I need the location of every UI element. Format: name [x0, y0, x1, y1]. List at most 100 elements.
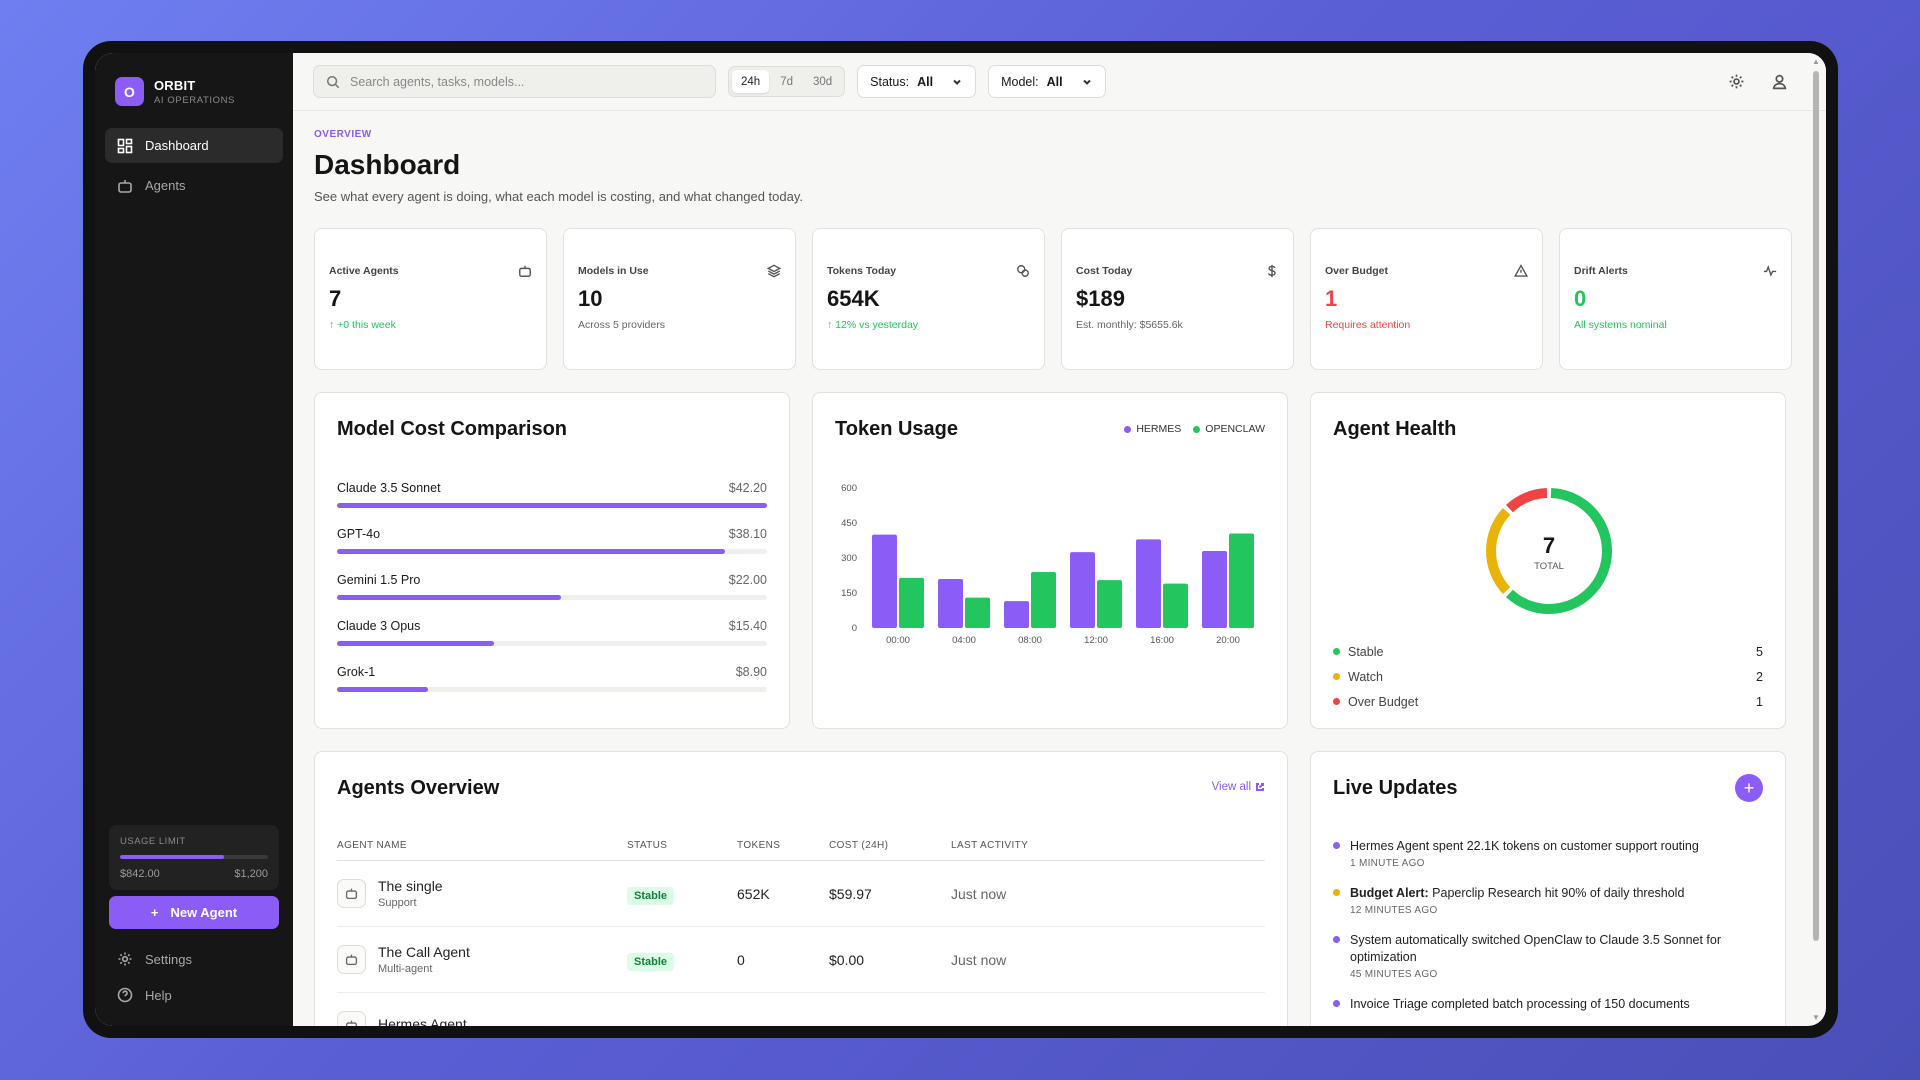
model-cost-card: Model Cost Comparison Claude 3.5 Sonnet $… — [314, 392, 790, 729]
range-7d[interactable]: 7d — [780, 75, 793, 88]
table-row[interactable]: The Call Agent Multi-agent Stable 0 $0.00 Jus… — [337, 926, 1265, 993]
bar-hermes-00:00 — [872, 534, 897, 628]
health-label: Over Budget — [1348, 694, 1419, 709]
model-filter[interactable]: Model: All — [988, 65, 1106, 98]
search-icon — [326, 75, 340, 88]
search-input[interactable]: Search agents, tasks, models... — [313, 65, 716, 98]
model-cost-list: Claude 3.5 Sonnet $42.20 GPT-4o $38.10 Gemin… — [337, 481, 767, 692]
usage-limit: USAGE LIMIT $842.00 $1,200 — [109, 825, 279, 890]
brand-name: ORBIT — [154, 77, 196, 93]
y-tick-label: 600 — [841, 483, 857, 494]
tokens-cell: 0 — [737, 926, 829, 993]
new-agent-button[interactable]: + New Agent — [109, 896, 279, 929]
model-amount: $42.20 — [728, 481, 767, 495]
legend-openclaw: OPENCLAW — [1193, 423, 1265, 435]
agent-type: Multi-agent — [378, 963, 433, 975]
cost-bar-track — [337, 687, 767, 692]
view-all-link[interactable]: View all — [1212, 781, 1265, 793]
health-legend-row: Over Budget 1 — [1333, 689, 1763, 714]
bar-hermes-20:00 — [1202, 551, 1227, 628]
robot-icon — [518, 264, 532, 283]
last-activity-cell: Just now — [951, 926, 1265, 993]
stat-note: Requires attention — [1325, 319, 1411, 331]
cost-bar-track — [337, 549, 767, 554]
scroll-down-arrow[interactable]: ▼ — [1812, 1013, 1820, 1022]
scrollbar[interactable]: ▲ ▼ — [1810, 57, 1822, 1022]
help-icon — [117, 987, 133, 1003]
gear-icon[interactable] — [1728, 73, 1745, 90]
status-filter[interactable]: Status: All — [857, 65, 977, 98]
sidebar-item-label: Dashboard — [145, 138, 209, 153]
sidebar-item-agents[interactable]: Agents — [105, 168, 283, 203]
sidebar-item-dashboard[interactable]: Dashboard — [105, 128, 283, 163]
update-time: 45 MINUTES AGO — [1350, 968, 1438, 980]
status-badge: Stable — [627, 952, 675, 971]
model-amount: $22.00 — [728, 573, 767, 587]
cost-cell — [829, 992, 951, 1026]
stat-label: Models in Use — [578, 265, 649, 277]
stat-label: Drift Alerts — [1574, 265, 1628, 277]
robot-icon — [337, 879, 366, 908]
update-text: Paperclip Research hit 90% of daily thre… — [1428, 885, 1685, 900]
usage-bar-fill — [120, 855, 224, 859]
health-legend-row: Watch 2 — [1333, 664, 1763, 689]
cost-cell: $0.00 — [829, 926, 951, 993]
page-subtitle: See what every agent is doing, what each… — [314, 189, 804, 204]
table-row[interactable]: Hermes Agent — [337, 992, 1265, 1026]
cost-bar-track — [337, 595, 767, 600]
robot-icon — [337, 1011, 366, 1026]
last-activity-cell: Just now — [951, 860, 1265, 927]
tokens-cell: 652K — [737, 860, 829, 927]
update-text: Invoice Triage completed batch processin… — [1350, 996, 1690, 1011]
health-legend-row: Stable 5 — [1333, 639, 1763, 664]
robot-icon — [337, 945, 366, 974]
gear-icon — [118, 952, 132, 966]
sidebar-bottom-nav: Settings Help — [105, 942, 283, 1014]
bar-openclaw-16:00 — [1163, 583, 1188, 628]
table-row[interactable]: The single Support Stable 652K $59.97 Just no… — [337, 860, 1265, 927]
plus-icon: + — [150, 905, 159, 920]
bar-hermes-12:00 — [1070, 552, 1095, 628]
x-tick-label: 08:00 — [1018, 635, 1042, 646]
column-header: LAST ACTIVITY — [951, 840, 1265, 861]
cost-bar-track — [337, 641, 767, 646]
range-24h[interactable]: 24h — [732, 70, 770, 93]
model-filter-label: Model: — [1001, 74, 1039, 89]
sidebar-item-help[interactable]: Help — [105, 978, 283, 1012]
scroll-thumb[interactable] — [1813, 71, 1819, 941]
app-window: O ORBIT AI OPERATIONS Dashboard Agents U… — [95, 53, 1826, 1026]
column-header: TOKENS — [737, 840, 829, 861]
cost-item: Grok-1 $8.90 — [337, 665, 767, 692]
add-update-button[interactable]: + — [1735, 774, 1763, 802]
stat-label: Active Agents — [329, 265, 399, 277]
device-frame: O ORBIT AI OPERATIONS Dashboard Agents U… — [83, 41, 1838, 1038]
last-activity-cell — [951, 992, 1265, 1026]
token-usage-card: Token Usage HERMES OPENCLAW 0 150 300 450 60… — [812, 392, 1288, 729]
legend-hermes: HERMES — [1124, 423, 1181, 435]
sidebar-item-label: Agents — [145, 178, 186, 193]
range-30d[interactable]: 30d — [812, 75, 833, 88]
update-item: Budget Alert: Paperclip Research hit 90%… — [1333, 885, 1763, 916]
scroll-up-arrow[interactable]: ▲ — [1812, 57, 1820, 66]
stat-card: Cost Today $189 Est. monthly: $5655.6k — [1061, 228, 1294, 370]
chart-legend: HERMES OPENCLAW — [1124, 423, 1265, 435]
token-usage-title: Token Usage — [835, 418, 958, 440]
agents-overview-title: Agents Overview — [337, 777, 500, 799]
robot-icon — [118, 179, 132, 193]
sidebar-item-settings[interactable]: Settings — [105, 942, 283, 976]
grid-icon — [117, 138, 133, 153]
donut-segment-stable — [1506, 488, 1612, 614]
topbar: Search agents, tasks, models... 24h 7d 3… — [293, 53, 1826, 111]
health-count: 2 — [1756, 669, 1763, 684]
model-name: Claude 3 Opus — [337, 619, 421, 633]
user-icon[interactable] — [1771, 73, 1788, 90]
stat-value: 0 — [1574, 286, 1587, 311]
live-updates-list: Hermes Agent spent 22.1K tokens on custo… — [1333, 838, 1763, 1012]
sidebar-item-label: Settings — [145, 951, 192, 967]
sidebar-nav: Dashboard Agents — [95, 128, 293, 203]
cost-item: Claude 3.5 Sonnet $42.20 — [337, 481, 767, 508]
bar-hermes-16:00 — [1136, 539, 1161, 628]
donut-segment-over-budget — [1506, 488, 1548, 513]
new-agent-label: New Agent — [170, 905, 238, 920]
x-tick-label: 20:00 — [1216, 635, 1240, 646]
